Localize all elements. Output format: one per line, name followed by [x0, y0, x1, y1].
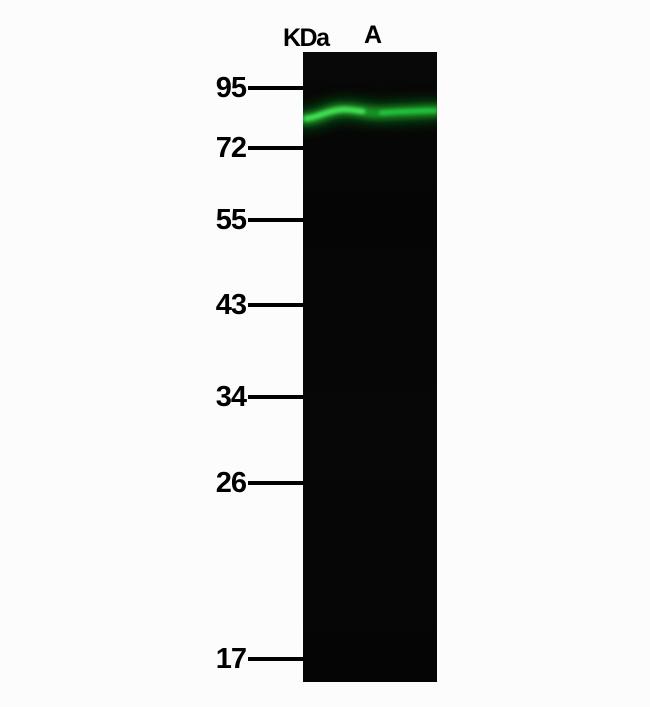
mw-marker-label: 95	[215, 71, 247, 104]
tick-line	[248, 218, 303, 222]
mw-marker-34: 34	[200, 382, 303, 412]
mw-marker-label: 34	[215, 380, 247, 413]
tick-line	[248, 395, 303, 399]
tick-line	[248, 303, 303, 307]
mw-marker-43: 43	[200, 290, 303, 320]
mw-marker-label: 26	[215, 466, 247, 499]
mw-marker-55: 55	[200, 205, 303, 235]
mw-marker-72: 72	[200, 133, 303, 163]
mw-marker-17: 17	[200, 644, 303, 674]
tick-line	[248, 146, 303, 150]
mw-marker-label: 55	[215, 203, 247, 236]
mw-marker-label: 43	[215, 288, 247, 321]
mw-marker-label: 17	[215, 642, 247, 675]
tick-line	[248, 481, 303, 485]
kda-units-label: KDa	[283, 24, 330, 52]
detected-band-lane-a	[303, 100, 437, 128]
mw-marker-95: 95	[200, 73, 303, 103]
mw-marker-label: 72	[215, 131, 247, 164]
tick-line	[248, 86, 303, 90]
lane-a-label: A	[364, 21, 383, 49]
tick-line	[248, 657, 303, 661]
mw-marker-26: 26	[200, 468, 303, 498]
blot-lane-a	[303, 52, 437, 682]
